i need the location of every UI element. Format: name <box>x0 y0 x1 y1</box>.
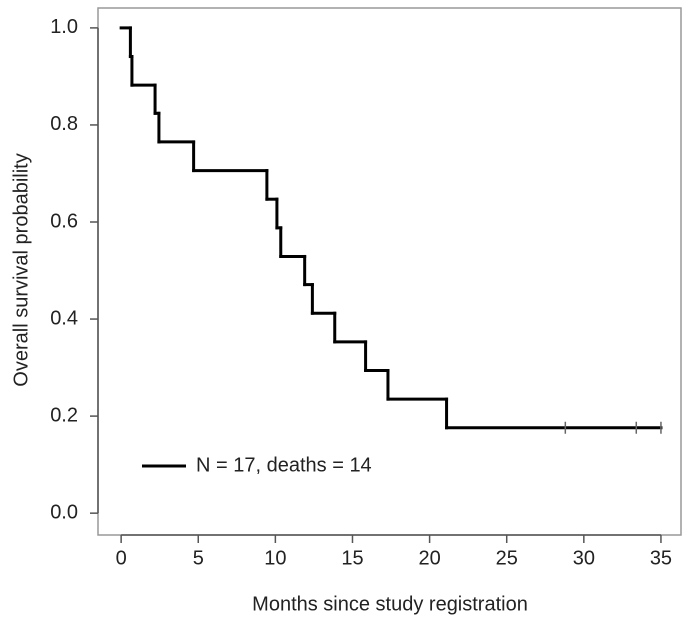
y-tick-label: 0.2 <box>50 404 78 426</box>
x-tick-label: 10 <box>264 547 286 569</box>
y-axis-title: Overall survival probability <box>10 153 32 386</box>
x-tick-label: 20 <box>418 547 440 569</box>
plot-frame <box>97 7 682 536</box>
x-tick-label: 30 <box>573 547 595 569</box>
legend-label: N = 17, deaths = 14 <box>196 454 372 476</box>
x-tick-label: 0 <box>116 547 127 569</box>
x-tick-label: 35 <box>650 547 672 569</box>
x-tick-label: 5 <box>193 547 204 569</box>
y-tick-label: 0.4 <box>50 307 78 329</box>
y-tick-label: 1.0 <box>50 16 78 38</box>
x-axis-title: Months since study registration <box>252 593 528 615</box>
y-tick-label: 0.6 <box>50 210 78 232</box>
x-tick-label: 25 <box>496 547 518 569</box>
y-tick-label: 0.8 <box>50 113 78 135</box>
y-tick-label: 0.0 <box>50 501 78 523</box>
x-tick-label: 15 <box>341 547 363 569</box>
